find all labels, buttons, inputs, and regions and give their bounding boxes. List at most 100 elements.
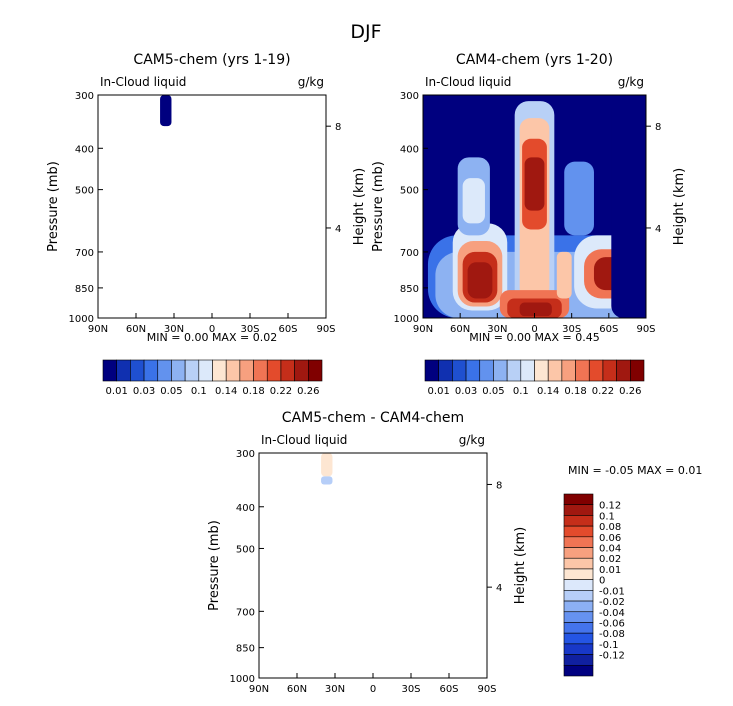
colorbar-box-0 [563, 493, 594, 506]
colorbar-box-9 [225, 359, 241, 382]
x-tick-label: 30N [164, 324, 184, 335]
y-tick-label: 850 [400, 284, 419, 295]
y-tick-label: 850 [236, 644, 255, 655]
colorbar-cam5: 0.01 0.03 0.05 0.1 0.14 0.18 0.22 0.26 [102, 359, 323, 397]
colorbar-box-5 [171, 359, 186, 382]
x-tick-label: 90S [477, 684, 496, 695]
panel-cam4: CAM4-chem (yrs 1-20) In-Cloud liquid g/kg 3… [371, 52, 687, 344]
colorbar-label: 0.14 [215, 386, 237, 397]
y-tick-label: 500 [236, 544, 255, 555]
stats-label: MIN = -0.05 MAX = 0.01 [568, 464, 702, 477]
y-tick-label: 300 [236, 449, 255, 460]
colorbar-box-4 [157, 359, 172, 382]
y-tick-label: 1000 [69, 314, 94, 325]
y-tick-label: 700 [236, 607, 255, 618]
colorbar-label: 0.03 [455, 386, 477, 397]
colorbar-label: 0.05 [482, 386, 504, 397]
colorbar-box-12 [563, 622, 594, 634]
y-tick-label: 400 [236, 503, 255, 514]
colorbar-box-3 [143, 359, 159, 382]
colorbar-box-0 [424, 359, 439, 382]
colorbar-box-13 [280, 359, 295, 382]
colorbar-box-7 [520, 359, 535, 382]
x-tick-label: 90N [413, 324, 433, 335]
colorbar-label: 0.01 [599, 565, 621, 576]
panel-cam5: CAM5-chem (yrs 1-19) In-Cloud liquid g/kg 3… [46, 52, 367, 344]
heatmap-field [160, 95, 172, 127]
heatmap-field [423, 95, 646, 318]
panel-diff: CAM5-chem - CAM4-chem In-Cloud liquid g/kg… [207, 410, 702, 695]
panel-subtitle-right: g/kg [459, 433, 485, 447]
colorbar-box-1 [116, 359, 131, 382]
colorbar-label: -0.06 [599, 618, 625, 629]
y-tick-label: 400 [75, 144, 94, 155]
x-tick-label: 90S [636, 324, 655, 335]
y-tick-label: 700 [400, 248, 419, 259]
colorbar-box-15 [563, 654, 594, 666]
colorbar-box-7 [198, 359, 213, 382]
contour-region-1 [321, 476, 333, 485]
y-tick-label: 300 [400, 91, 419, 102]
colorbar-box-4 [479, 359, 494, 382]
colorbar-label: 0.1 [191, 386, 207, 397]
colorbar-label: -0.04 [599, 608, 625, 619]
x-tick-label: 90N [249, 684, 269, 695]
x-tick-label: 60S [439, 684, 458, 695]
contour-region-0 [160, 95, 172, 127]
y-right-axis-label: Height (km) [352, 168, 367, 245]
colorbar-box-3 [465, 359, 481, 382]
y-tick-label: 700 [75, 248, 94, 259]
colorbar-label: 0.01 [106, 386, 128, 397]
colorbar-label: 0.08 [599, 522, 621, 533]
y-tick-label: 300 [75, 91, 94, 102]
y-right-axis-label: Height (km) [513, 527, 528, 604]
contour-region-8 [462, 178, 485, 224]
colorbar-label: -0.08 [599, 629, 625, 640]
panel-subtitle-right: g/kg [298, 75, 324, 89]
figure-title: DJF [350, 21, 381, 43]
panel-subtitle-right: g/kg [618, 75, 644, 89]
colorbar-label: 0 [599, 576, 605, 587]
colorbar-label: 0.03 [133, 386, 155, 397]
contour-region-0 [321, 453, 333, 477]
colorbar-label: 0.18 [564, 386, 586, 397]
x-tick-label: 0 [370, 684, 376, 695]
contour-region-21 [611, 95, 646, 318]
colorbar-label: 0.1 [513, 386, 529, 397]
plot-frame [258, 452, 488, 679]
colorbar-box-13 [563, 632, 594, 645]
colorbar-box-14 [294, 359, 309, 382]
y-right-tick-label: 8 [335, 122, 341, 133]
colorbar-box-1 [438, 359, 453, 382]
y-right-tick-label: 4 [496, 583, 502, 594]
stats-label: MIN = 0.00 MAX = 0.45 [469, 331, 599, 344]
x-tick-label: 60S [278, 324, 297, 335]
contour-region-6 [467, 262, 493, 299]
colorbar-box-6 [184, 359, 200, 382]
y-right-axis-label: Height (km) [672, 168, 687, 245]
colorbar-box-11 [253, 359, 268, 382]
y-tick-label: 1000 [394, 314, 419, 325]
x-tick-label: 0 [209, 324, 215, 335]
x-tick-label: 60N [450, 324, 470, 335]
y-tick-label: 400 [400, 144, 419, 155]
colorbar-label: -0.02 [599, 597, 625, 608]
colorbar-box-5 [563, 547, 594, 559]
panel-title: CAM4-chem (yrs 1-20) [456, 52, 613, 68]
contour-region-16 [564, 161, 594, 236]
colorbar-box-7 [563, 568, 594, 580]
colorbar-box-11 [563, 611, 594, 623]
colorbar-box-0 [102, 359, 117, 382]
y-axis-label: Pressure (mb) [371, 161, 386, 252]
colorbar-label: 0.02 [599, 554, 621, 565]
colorbar-label: 0.14 [537, 386, 559, 397]
colorbar-box-16 [563, 664, 594, 677]
x-tick-label: 60N [287, 684, 307, 695]
colorbar-label: 0.26 [297, 386, 319, 397]
colorbar-label: 0.12 [599, 501, 621, 512]
panel-title: CAM5-chem - CAM4-chem [282, 410, 464, 426]
colorbar-box-15 [630, 359, 645, 382]
x-tick-label: 60N [126, 324, 146, 335]
colorbar-box-10 [561, 359, 576, 382]
